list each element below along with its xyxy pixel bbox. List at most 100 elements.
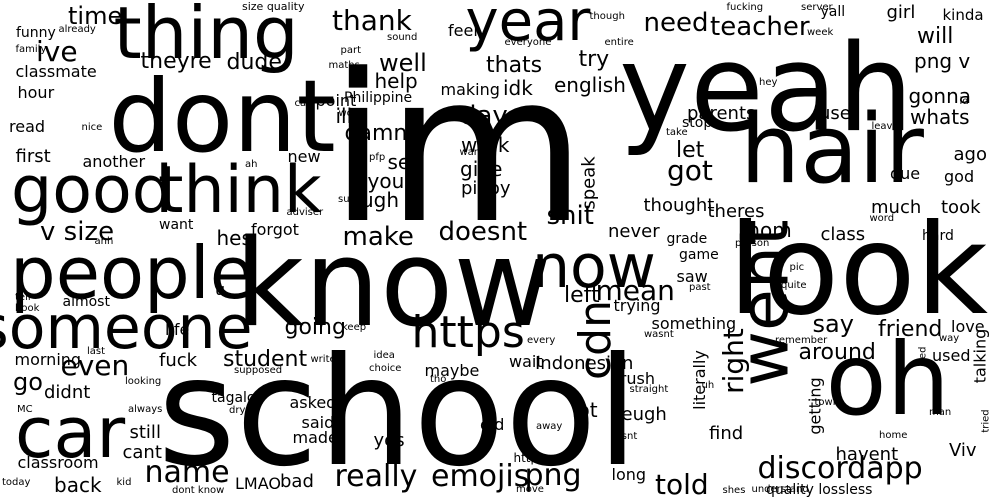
word-love-99: love	[951, 317, 985, 336]
word-idea-162: idea	[373, 350, 395, 361]
word-try-46: try	[578, 47, 610, 72]
word-mc-182: MC	[17, 404, 33, 415]
word-nice-147: nice	[81, 122, 103, 133]
word-take-174: take	[666, 127, 688, 138]
word-almost-102: almost	[62, 294, 110, 310]
word-maths-143: maths	[328, 60, 360, 71]
word-use-75: use	[819, 103, 851, 124]
word-going-26: going	[284, 315, 346, 340]
word-choice-163: choice	[369, 363, 402, 374]
word-mom-64: mom	[740, 218, 792, 242]
word-dont-know-187: dont know	[172, 485, 225, 496]
word-god-79: god	[944, 167, 975, 186]
word-v-size-88: v size	[40, 217, 115, 247]
word-bed-171: bed	[916, 346, 928, 366]
word-lmao-117: LMAO	[235, 474, 281, 493]
word-making-133: making	[440, 80, 500, 99]
word-back-110: back	[54, 473, 102, 497]
word-adviser-153: adviser	[286, 207, 324, 218]
word-always-181: always	[128, 404, 163, 415]
word-person-156: person	[735, 238, 770, 249]
word-old-123: old	[480, 415, 505, 434]
word-shes-194: shes	[722, 485, 746, 496]
word-home-197: home	[879, 430, 908, 441]
word-new-83: new	[287, 147, 321, 166]
word-today-185: today	[2, 477, 31, 488]
word-saw-95: saw	[676, 267, 708, 286]
word-parents-76: parents	[687, 103, 756, 124]
word-class-65: class	[820, 224, 866, 245]
word-doesnt-28: doesnt	[438, 217, 528, 247]
word-wasnt-167: wasnt	[644, 329, 674, 340]
word-said-113: said	[301, 413, 335, 432]
word-around-32: around	[798, 340, 876, 365]
word-write-164: write	[310, 354, 336, 365]
word-yeah-1: yeah	[619, 20, 914, 159]
word-last-179: last	[87, 346, 106, 357]
word-classroom-111: classroom	[17, 453, 99, 472]
word-talking-98: talking	[969, 328, 989, 384]
word-due-80: due	[890, 164, 921, 183]
word-really-20: really	[334, 459, 418, 494]
word-family-145: family	[15, 44, 47, 55]
word-know-4: know	[234, 215, 552, 354]
word-pinoy-59: pinoy	[461, 178, 511, 199]
word-much-66: much	[871, 197, 922, 218]
word-right-36: right	[716, 328, 750, 394]
word-time-41: time	[68, 2, 123, 30]
word-looking-180: looking	[125, 376, 162, 387]
word-pfp-150: pfp	[369, 152, 386, 163]
word-read-84: read	[9, 117, 46, 136]
word-straight-191: straight	[629, 384, 669, 395]
word-go-106: go	[13, 368, 43, 396]
word-server-136: server	[801, 2, 833, 13]
word-mean-35: mean	[595, 274, 675, 307]
word-thats-45: thats	[486, 53, 543, 78]
word-ugh-60: ugh	[361, 188, 400, 212]
word-teacher-39: teacher	[710, 12, 810, 42]
word-kinda-73: kinda	[942, 5, 984, 24]
word-entire-138: entire	[604, 37, 634, 48]
word-part-142: part	[340, 45, 362, 56]
word-hard-157: hard	[922, 228, 954, 244]
word-fucking-135: fucking	[726, 2, 764, 13]
word-good-8: good	[11, 152, 174, 228]
word-hour-85: hour	[17, 83, 55, 102]
word-ive-40: ive	[36, 35, 78, 68]
word-work-55: work	[461, 133, 510, 157]
word-first-81: first	[15, 146, 51, 167]
word-discordapp-23: discordapp	[757, 451, 923, 486]
word-emojis-21: emojis	[431, 459, 530, 494]
word-word-155: word	[869, 213, 895, 224]
word-still-108: still	[129, 422, 161, 443]
word-town-198: town	[814, 397, 840, 408]
word-cant-109: cant	[122, 442, 162, 463]
word-idk-49: idk	[503, 76, 533, 100]
word-let-54: let	[676, 138, 705, 163]
word-yall-74: yall	[820, 4, 846, 20]
word-im-0: im	[329, 30, 587, 269]
word-uh-192: uh	[701, 380, 715, 391]
word-week-137: week	[807, 27, 834, 38]
word-man-199: man	[929, 407, 952, 418]
word-someone-11: someone	[0, 293, 253, 363]
word-classmate-86: classmate	[15, 62, 97, 81]
word-took-67: took	[941, 197, 981, 218]
word-feel-131: feel	[448, 21, 478, 40]
word-people-10: people	[10, 231, 255, 315]
word-wait-119: wait	[509, 352, 543, 371]
word-https-17: https	[411, 307, 525, 358]
word-even-24: even	[60, 349, 130, 382]
word-now-16: now	[532, 232, 656, 302]
word-used-100: used	[932, 346, 971, 365]
word-left-34: left	[564, 283, 600, 308]
word-want-89: want	[159, 217, 194, 233]
word-english-47: english	[554, 73, 626, 97]
word-look-5: look	[728, 197, 989, 343]
word-hair-6: hair	[740, 94, 924, 205]
word-quite-159: quite	[781, 280, 807, 291]
word-game-94: game	[679, 247, 719, 263]
word-funny-87: funny	[16, 25, 56, 41]
word-say-30: say	[812, 310, 854, 338]
word-sure-154: sure	[338, 194, 360, 205]
